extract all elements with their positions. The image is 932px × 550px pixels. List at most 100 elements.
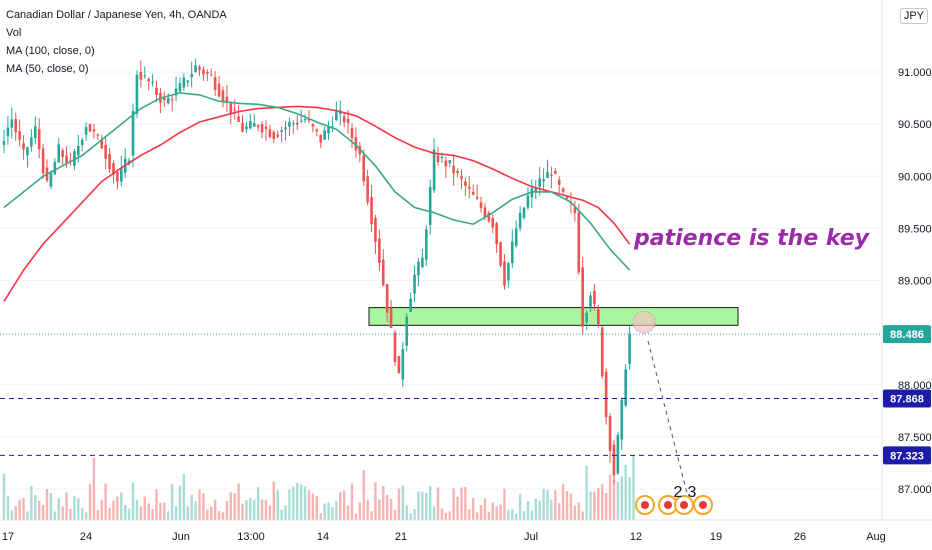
volume-bars [2,455,635,520]
volume-bar [57,498,60,520]
candle-body [585,312,588,323]
candle-body [202,69,205,75]
candle-body [209,74,213,76]
currency-badge[interactable]: JPY [899,8,928,24]
candle-body [299,120,303,122]
candle-body [135,74,139,114]
volume-bar [280,509,283,520]
candle-body [385,283,389,313]
candle-body [366,176,369,203]
candle-body [593,290,596,305]
volume-bar [507,509,510,520]
volume-bar [202,493,205,520]
candle-body [495,223,498,245]
volume-bar [284,505,287,520]
candle-body [428,186,432,225]
candle-body [80,139,84,145]
volume-bar [69,508,72,520]
volume-bar [37,500,41,520]
volume-bar [550,499,553,520]
candle-body [511,241,514,264]
time-tick-label: 21 [395,531,407,543]
volume-bar [131,482,135,520]
volume-bar [198,489,201,520]
volume-bar [268,505,272,520]
candle-body [354,137,358,151]
time-tick-label: 26 [794,531,806,543]
canada-flag-icon [699,501,707,509]
time-tick-label: 13:00 [237,531,265,543]
volume-bar [487,511,491,520]
volume-bar [10,510,14,520]
price-label-box [883,325,931,344]
candle-body [565,197,569,199]
volume-bar [374,482,377,520]
volume-bar [448,511,451,520]
candle-body [600,327,604,377]
projection-line[interactable] [647,340,691,505]
projection-point-circle[interactable] [632,310,656,334]
candle-body [292,123,295,125]
volume-bar [217,511,221,520]
volume-bar [522,511,526,520]
volume-bar [104,483,107,520]
candle-body [381,259,385,286]
candle-body [421,257,424,268]
volume-bar [428,486,432,520]
volume-bar [276,490,279,520]
candle-body [170,99,174,101]
volume-bar [311,493,315,520]
candle-body [41,148,45,174]
annotation-text[interactable]: patience is the key [633,226,871,251]
candle-body [92,129,96,132]
candle-body [178,83,182,92]
volume-bar [342,490,346,520]
candle-body [444,160,448,167]
candle-body [241,122,244,132]
candle-body [413,274,416,294]
candle-body [335,111,338,121]
candle-body [14,118,18,133]
candle-body [608,416,612,451]
ma100-indicator-label[interactable]: MA (100, close, 0) [6,45,95,57]
candle-body [108,154,111,170]
candle-body [327,126,330,134]
volume-bar [464,487,467,520]
candle-body [514,228,518,246]
volume-bar [253,499,256,520]
price-tick-label: 90.000 [898,171,932,183]
candle-body [163,98,166,101]
volume-bar [100,499,103,520]
volume-bar [143,496,146,520]
volume-bar [245,499,248,520]
volume-bar [147,503,150,520]
volume-bar [413,509,416,520]
candle-body [26,147,29,156]
volume-bar [84,512,88,520]
price-label-box [883,389,931,408]
volume-bar [546,489,549,520]
volume-bar [370,511,373,520]
volume-bar [272,481,275,520]
symbol-title[interactable]: Canadian Dollar / Japanese Yen, 4h, OAND… [6,9,227,21]
volume-bar [608,474,612,520]
vol-indicator-label[interactable]: Vol [6,27,22,39]
volume-bar [436,487,440,520]
candle-body [249,121,252,129]
time-tick-label: 24 [80,531,92,543]
candle-body [464,181,467,186]
volume-bar [264,499,268,520]
candle-body [432,149,436,191]
support-zone[interactable] [368,307,739,326]
volume-bar [14,506,17,520]
candle-body [323,130,326,140]
volume-bar [460,487,463,520]
time-tick-label: 12 [630,531,642,543]
candle-body [581,267,584,327]
candle-body [319,134,323,143]
ma50-indicator-label[interactable]: MA (50, close, 0) [6,63,89,75]
volume-bar [366,499,369,520]
candle-body [174,88,178,96]
candle-body [526,195,530,208]
